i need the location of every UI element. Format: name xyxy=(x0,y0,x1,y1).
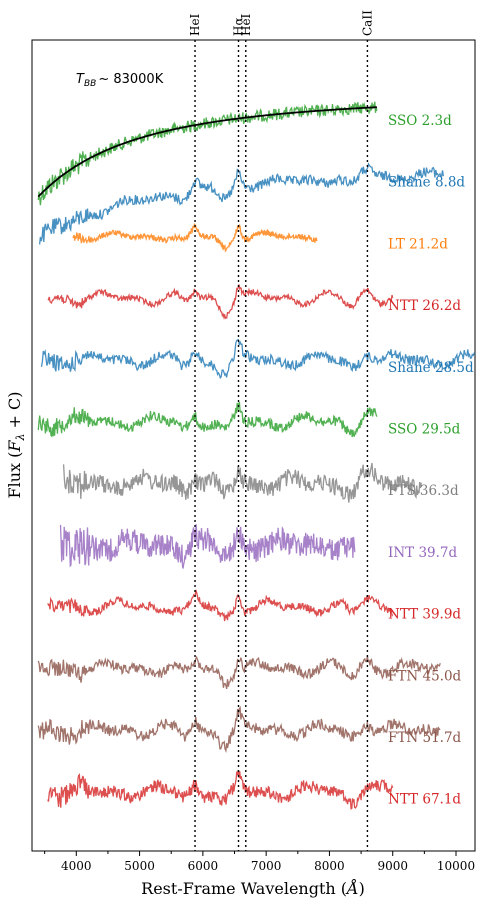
x-tick-label: 10000 xyxy=(437,859,475,873)
x-tick-label: 8000 xyxy=(314,859,345,873)
series-label-shane-8-8d: Shane 8.8d xyxy=(388,175,465,191)
series-label-ftn-51-7d: FTN 51.7d xyxy=(388,730,462,746)
spectrum-ftn-51-7d xyxy=(37,705,441,753)
line-id-label: HeI xyxy=(188,13,202,36)
spectrum-sso-29-5d xyxy=(37,401,378,438)
x-axis-label: Rest-Frame Wavelength (Å) xyxy=(141,878,365,898)
series-label-int-39-7d: INT 39.7d xyxy=(388,545,457,561)
line-id-label: Hα xyxy=(232,17,246,36)
spectrum-shane-28-5d xyxy=(40,338,476,380)
plot-area xyxy=(31,39,476,852)
series-label-ntt-39-9d: NTT 39.9d xyxy=(388,607,461,623)
spectrum-ntt-26-2d xyxy=(47,284,394,320)
blackbody-layer xyxy=(37,106,377,198)
series-label-ntt-26-2d: NTT 26.2d xyxy=(388,298,461,314)
x-tick-label: 4000 xyxy=(61,859,92,873)
x-axis-ticks: 4000 5000 6000 7000 8000 9000 10000 xyxy=(44,851,475,873)
x-tick-label: 6000 xyxy=(188,859,219,873)
series-label-ftn-45-0d: FTN 45.0d xyxy=(388,668,462,684)
spectrum-ntt-39-9d xyxy=(47,589,394,622)
x-tick-label: 5000 xyxy=(124,859,155,873)
y-axis-label: Flux (Fλ + C) xyxy=(5,391,27,498)
spectrum-ntt-67-1d xyxy=(47,770,394,810)
x-tick-label: 9000 xyxy=(377,859,408,873)
series-label-layer: SSO 2.3d Shane 8.8d LT 21.2d NTT 26.2d Shane… xyxy=(388,113,474,808)
bb-label: TBB ~ 83000K xyxy=(76,72,164,89)
series-label-shane-28-5d: Shane 28.5d xyxy=(388,360,474,376)
spectrum-int-39-7d xyxy=(59,524,356,569)
series-label-lt-21-2d: LT 21.2d xyxy=(388,236,448,252)
spectrum-fts-36-3d xyxy=(62,462,422,503)
spectrum-ftn-45-0d xyxy=(37,655,441,690)
series-label-sso-29-5d: SSO 29.5d xyxy=(388,422,461,438)
series-label-fts-36-3d: FTS 36.3d xyxy=(388,483,459,499)
spectrum-lt-21-2d xyxy=(72,223,318,253)
line-id-label: HeI xyxy=(239,13,253,36)
blackbody-fit-curve xyxy=(37,106,377,198)
series-label-ntt-67-1d: NTT 67.1d xyxy=(388,792,461,808)
x-tick-label: 7000 xyxy=(251,859,282,873)
spectrum-shane-8-8d xyxy=(38,162,445,245)
series-label-sso-2-3d: SSO 2.3d xyxy=(388,113,452,129)
line-id-label: CaII xyxy=(360,10,374,36)
